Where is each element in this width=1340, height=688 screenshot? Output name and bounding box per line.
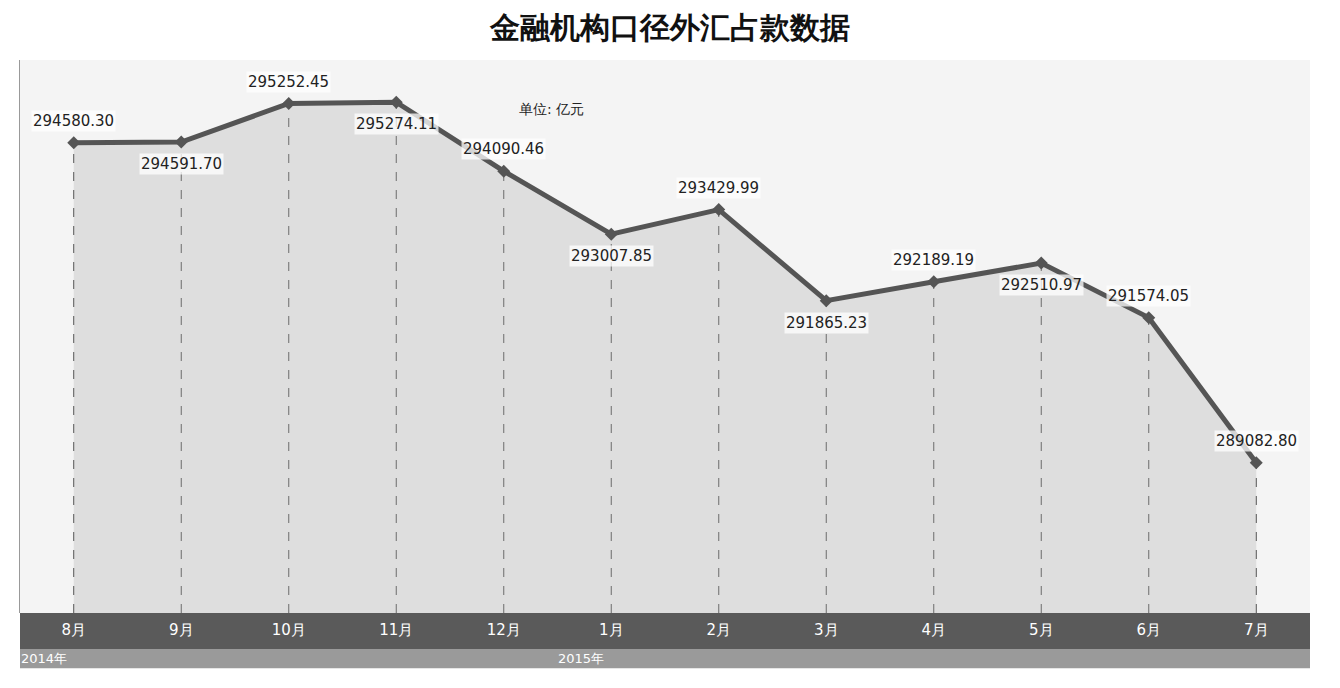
- svg-text:5月: 5月: [1029, 621, 1054, 639]
- svg-text:6月: 6月: [1136, 621, 1161, 639]
- svg-text:金融机构口径外汇占款数据: 金融机构口径外汇占款数据: [489, 10, 850, 45]
- svg-text:8月: 8月: [61, 621, 86, 639]
- svg-text:295274.11: 295274.11: [356, 115, 437, 133]
- svg-text:1月: 1月: [599, 621, 624, 639]
- svg-text:292510.97: 292510.97: [1001, 276, 1082, 294]
- svg-text:4月: 4月: [921, 621, 946, 639]
- svg-text:294580.30: 294580.30: [33, 112, 114, 130]
- svg-text:3月: 3月: [814, 621, 839, 639]
- svg-text:2015年: 2015年: [558, 651, 604, 666]
- svg-text:294591.70: 294591.70: [141, 155, 222, 173]
- svg-text:292189.19: 292189.19: [893, 251, 974, 269]
- svg-text:294090.46: 294090.46: [463, 140, 544, 158]
- svg-text:单位: 亿元: 单位: 亿元: [519, 101, 584, 117]
- svg-text:10月: 10月: [272, 621, 306, 639]
- svg-text:293007.85: 293007.85: [571, 247, 652, 265]
- svg-text:291865.23: 291865.23: [786, 314, 867, 332]
- svg-text:295252.45: 295252.45: [248, 73, 329, 91]
- svg-text:289082.80: 289082.80: [1216, 432, 1297, 450]
- svg-text:9月: 9月: [169, 621, 194, 639]
- svg-text:11月: 11月: [379, 621, 413, 639]
- svg-text:2月: 2月: [706, 621, 731, 639]
- svg-text:291574.05: 291574.05: [1108, 287, 1189, 305]
- svg-text:293429.99: 293429.99: [678, 179, 759, 197]
- svg-text:7月: 7月: [1244, 621, 1269, 639]
- svg-text:2014年: 2014年: [21, 651, 67, 666]
- svg-text:12月: 12月: [487, 621, 521, 639]
